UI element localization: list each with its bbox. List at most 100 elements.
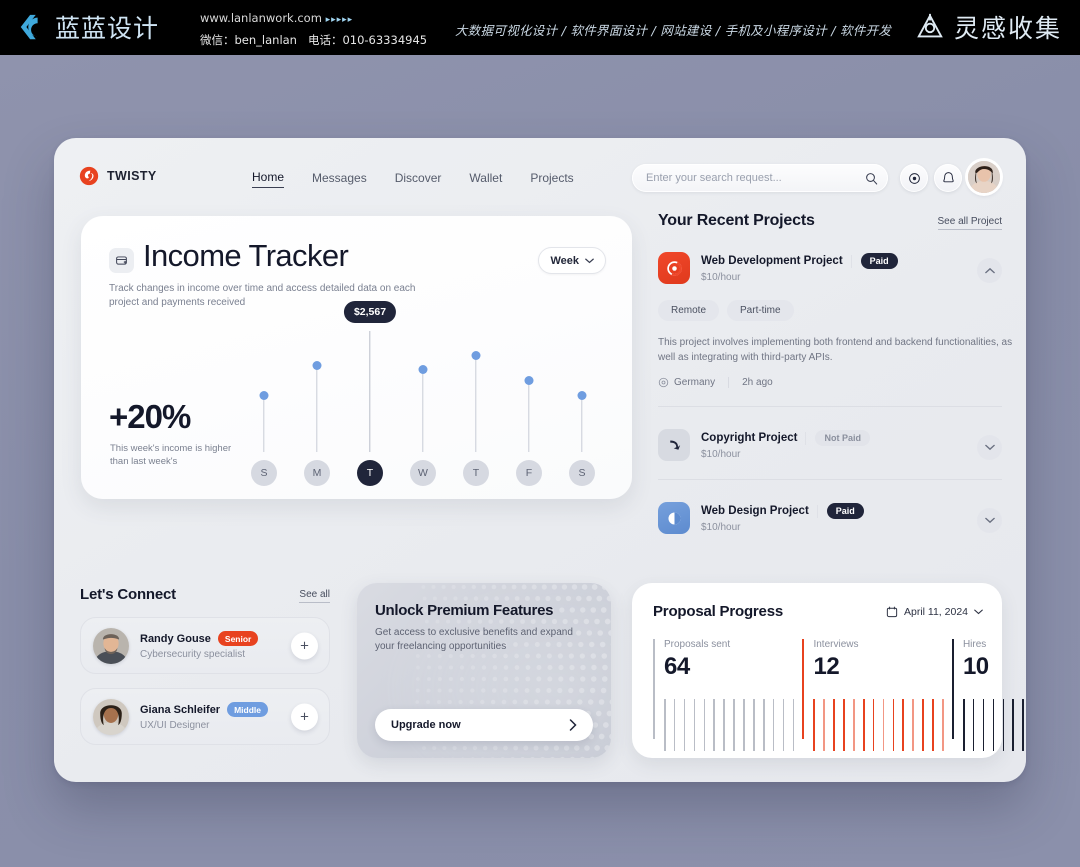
stat-ticks [962, 699, 1026, 751]
chart-column-6[interactable]: S [559, 306, 605, 486]
project-tag-parttime[interactable]: Part-time [727, 300, 794, 321]
chart-column-1[interactable]: M [294, 306, 340, 486]
person-name: Giana Schleifer [140, 703, 221, 716]
project-rate: $10/hour [701, 449, 741, 460]
person-name-row: Randy Gouse Senior [140, 631, 259, 646]
chart-dot[interactable] [312, 361, 322, 370]
banner-right-text: 灵感收集 [953, 14, 1062, 43]
avatar [93, 627, 129, 664]
project-row: Copyright Project Not Paid $10/hour [658, 429, 1002, 461]
chart-column-3[interactable]: W [400, 306, 446, 486]
chart-column-5[interactable]: F [506, 306, 552, 486]
tick-bar [813, 699, 816, 751]
avatar [93, 698, 129, 735]
chart-dot[interactable] [259, 391, 269, 400]
chart-dot[interactable] [577, 391, 587, 400]
chart-day-label[interactable]: T [357, 460, 383, 486]
tick-bar [932, 699, 934, 751]
tick-bar [772, 699, 775, 751]
tick-bar [1022, 699, 1024, 751]
upgrade-button[interactable]: Upgrade now [375, 709, 593, 741]
recent-projects-title: Your Recent Projects [658, 212, 815, 229]
stat-rule [802, 639, 805, 739]
stat-proposals-sent: Proposals sent 64 [653, 639, 802, 751]
income-tracker-card: Income Tracker Track changes in income o… [81, 216, 632, 499]
premium-subtitle: Get access to exclusive benefits and exp… [375, 627, 573, 652]
avatar-image [93, 698, 129, 735]
premium-card[interactable]: Unlock Premium Features Get access to ex… [357, 583, 611, 758]
tick-bar [972, 699, 975, 751]
search-icon[interactable] [865, 172, 878, 185]
tick-bar [703, 699, 706, 751]
nav-item-wallet[interactable]: Wallet [469, 170, 503, 185]
chevron-down-icon [984, 444, 995, 451]
chart-dot[interactable] [524, 376, 534, 385]
app-header: TWISTY Home Messages Discover Wallet Pro… [54, 138, 1026, 218]
project-item[interactable]: Copyright Project Not Paid $10/hour [658, 407, 1002, 480]
range-selector-label: Week [550, 254, 579, 267]
chevron-up-icon [984, 267, 995, 274]
user-avatar[interactable] [968, 161, 1000, 193]
stat-value: 12 [813, 653, 840, 680]
project-item[interactable]: Web Design Project Paid $10/hour [658, 480, 1002, 534]
section-divider [658, 406, 1002, 407]
tick-bar [862, 699, 865, 751]
project-tag-remote[interactable]: Remote [658, 300, 720, 321]
chart-column-4[interactable]: T [453, 306, 499, 486]
brand[interactable]: TWISTY [79, 166, 157, 186]
recent-projects-header: Your Recent Projects See all Project [658, 212, 1002, 230]
project-item[interactable]: Web Development Project Paid $10/hour Re… [658, 230, 1012, 407]
person-level-badge: Middle [227, 702, 269, 717]
tick-bar [743, 699, 745, 751]
project-collapse-button[interactable] [977, 258, 1002, 283]
add-connection-button[interactable]: + [291, 703, 318, 730]
nav-item-projects[interactable]: Projects [530, 170, 574, 185]
chart-column-0[interactable]: S [241, 306, 287, 486]
chart-dot[interactable] [418, 365, 428, 374]
chart-stem [528, 381, 530, 452]
recent-projects-section: Your Recent Projects See all Project Web… [658, 212, 1012, 534]
notifications-button[interactable] [934, 164, 962, 192]
chart-day-label[interactable]: W [410, 460, 436, 486]
person-role: Cybersecurity specialist [140, 649, 246, 660]
banner-wechat: 微信：ben_lanlan [200, 33, 297, 47]
search-bar[interactable] [632, 164, 888, 192]
project-icon-copyright [658, 429, 690, 461]
tick-bar [753, 699, 755, 751]
chart-day-label[interactable]: F [516, 460, 542, 486]
see-all-connections-link[interactable]: See all [299, 589, 330, 603]
chart-day-label[interactable]: M [304, 460, 330, 486]
chart-day-label[interactable]: T [463, 460, 489, 486]
range-selector[interactable]: Week [538, 247, 606, 274]
project-expand-button[interactable] [977, 508, 1002, 533]
chart-dot[interactable] [471, 351, 481, 360]
chart-stem [369, 331, 371, 452]
income-percent: +20% [109, 398, 191, 435]
project-status-badge: Paid [826, 503, 864, 519]
chart-day-label[interactable]: S [251, 460, 277, 486]
see-all-projects-link[interactable]: See all Project [937, 216, 1002, 230]
nav-item-home[interactable]: Home [252, 170, 285, 188]
project-expand-button[interactable] [977, 435, 1002, 460]
twisty-logo-icon [79, 166, 99, 186]
add-connection-button[interactable]: + [291, 632, 318, 659]
location-icon [658, 377, 669, 388]
stat-hires: Hires 10 [951, 639, 1026, 751]
project-status-badge: Not Paid [815, 430, 870, 446]
stat-label: Interviews [813, 639, 859, 650]
tick-bar [792, 699, 795, 751]
chart-column-2[interactable]: $2,567 T [343, 278, 397, 493]
tick-bar [723, 699, 725, 751]
chart-day-label[interactable]: S [569, 460, 595, 486]
section-divider [658, 479, 1002, 480]
nav-item-discover[interactable]: Discover [394, 170, 442, 185]
tick-bar [882, 699, 885, 751]
proposal-date-selector[interactable]: April 11, 2024 [886, 606, 983, 618]
list-item[interactable]: Giana Schleifer Middle UX/UI Designer + [80, 688, 330, 745]
target-icon-button[interactable] [900, 164, 928, 192]
person-info: Randy Gouse Senior Cybersecurity special… [140, 631, 259, 660]
search-input[interactable] [646, 172, 865, 184]
nav-item-messages[interactable]: Messages [312, 170, 367, 185]
list-item[interactable]: Randy Gouse Senior Cybersecurity special… [80, 617, 330, 674]
banner-services: 大数据可视化设计 / 软件界面设计 / 网站建设 / 手机及小程序设计 / 软件… [455, 20, 891, 39]
